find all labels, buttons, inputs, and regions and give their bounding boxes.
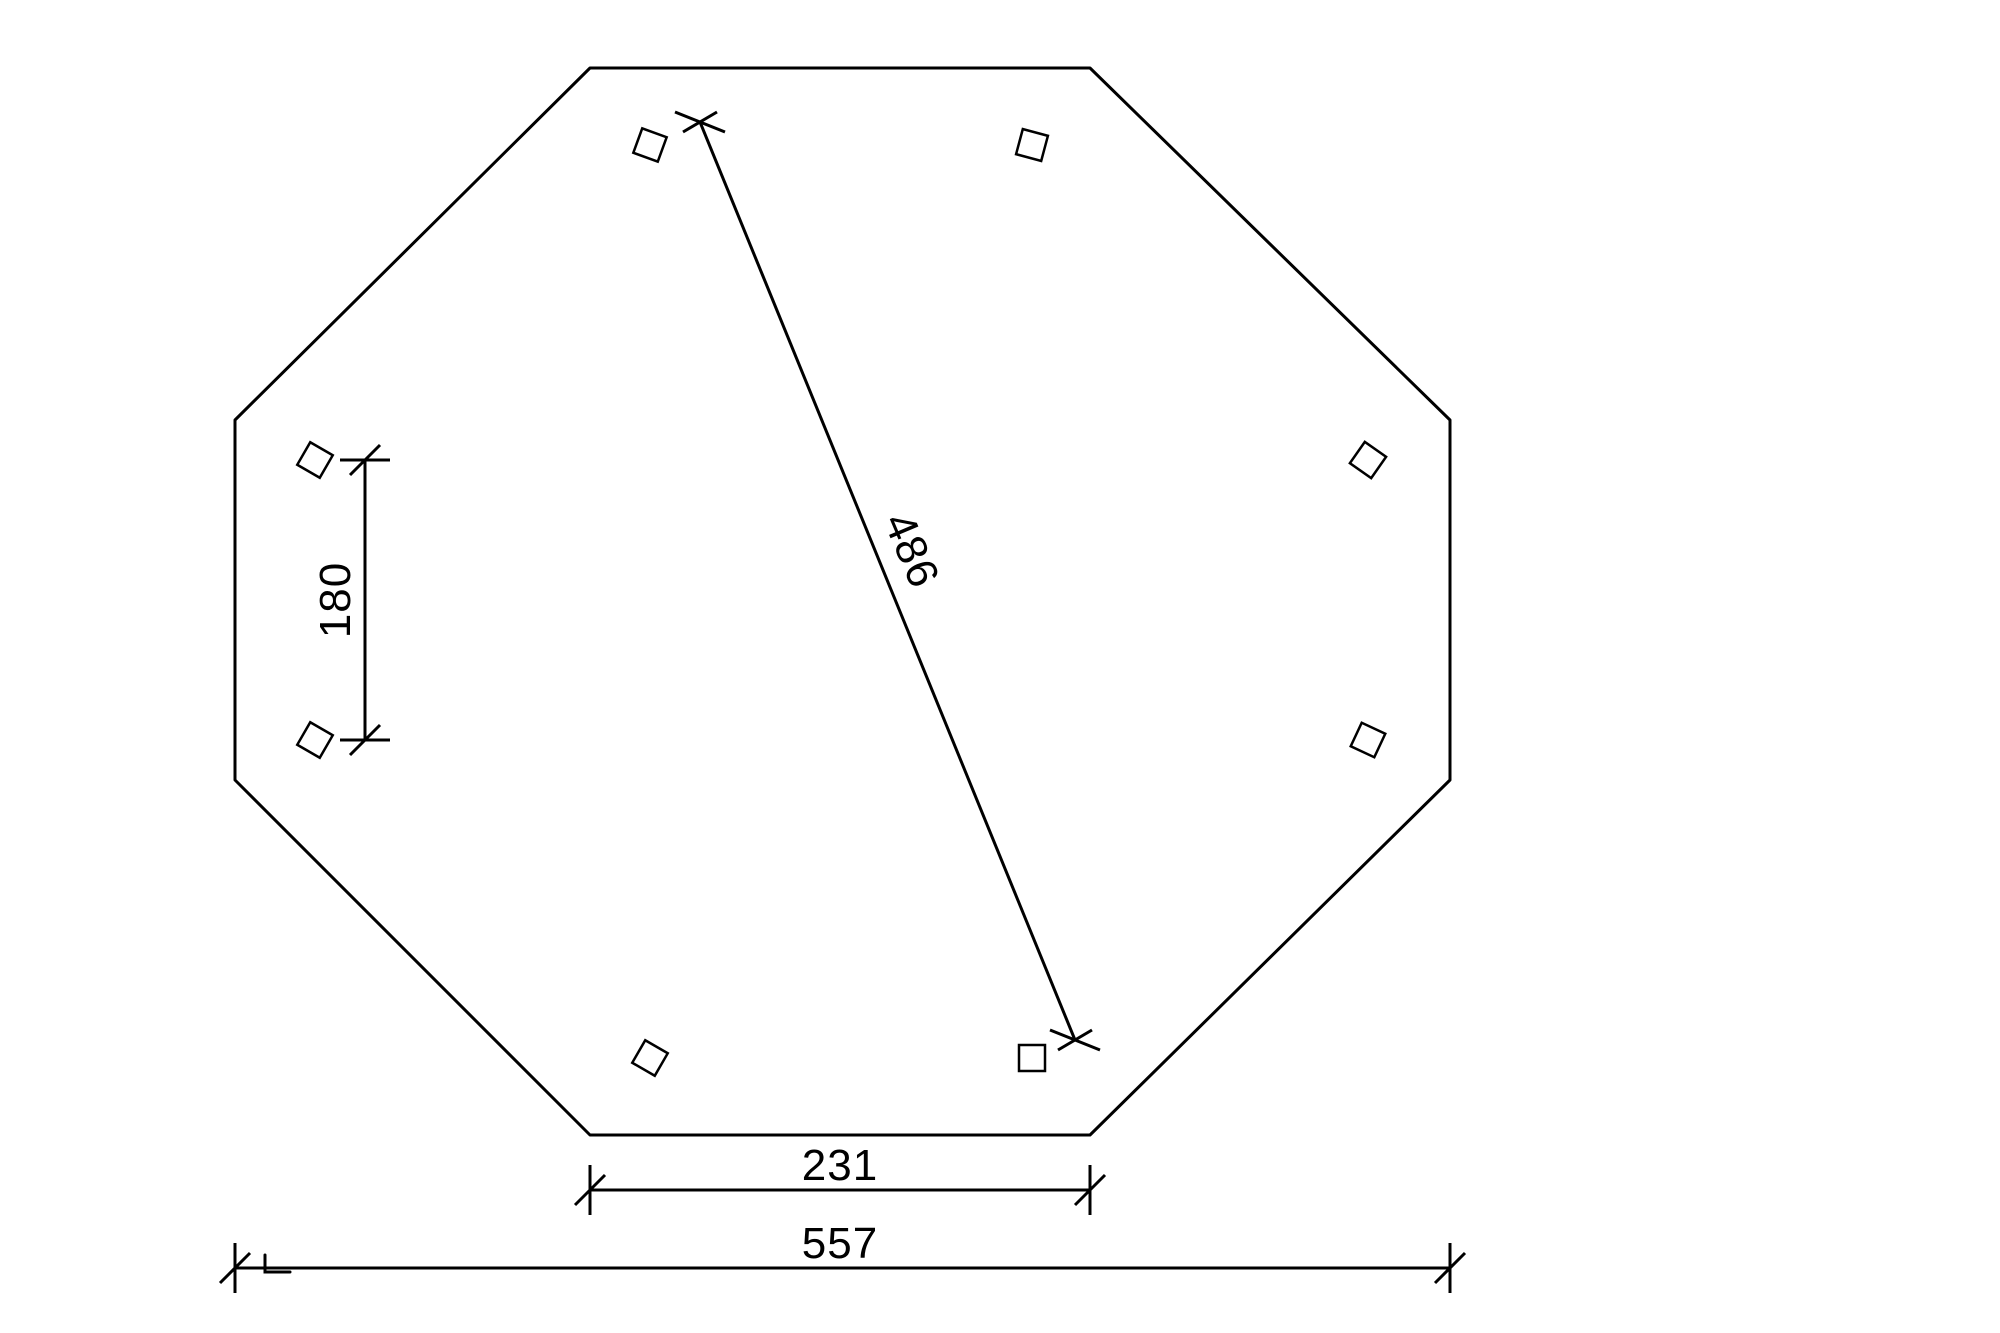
dim-label: 180 <box>311 562 360 638</box>
canvas-background <box>0 0 2000 1333</box>
technical-drawing: 231557180486 <box>0 0 2000 1333</box>
dim-label: 231 <box>802 1141 878 1190</box>
dim-label: 557 <box>802 1219 878 1268</box>
